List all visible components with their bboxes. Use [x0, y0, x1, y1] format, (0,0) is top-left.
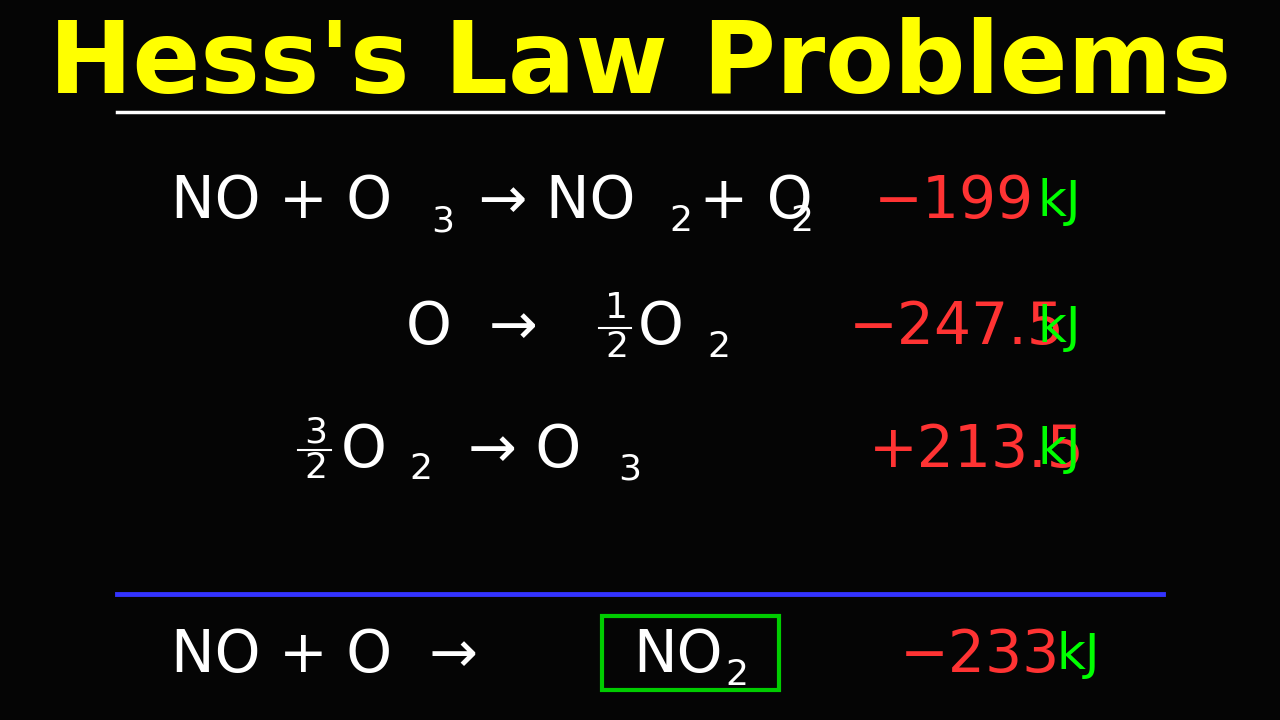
- Text: 1: 1: [605, 291, 628, 325]
- Text: kJ: kJ: [1038, 426, 1082, 474]
- Text: 2: 2: [669, 204, 692, 238]
- Text: kJ: kJ: [1038, 304, 1082, 351]
- Text: → O: → O: [431, 421, 581, 479]
- Text: kJ: kJ: [1056, 631, 1100, 679]
- Text: → NO: → NO: [461, 173, 636, 230]
- Text: 3: 3: [305, 415, 328, 449]
- Text: O: O: [340, 421, 387, 479]
- Text: O  →: O →: [406, 299, 538, 356]
- Text: +213.5: +213.5: [869, 421, 1084, 479]
- Text: 2: 2: [305, 451, 328, 485]
- Text: 3: 3: [618, 452, 641, 487]
- Text: + O: + O: [681, 173, 813, 230]
- Text: 2: 2: [410, 452, 431, 487]
- Text: O: O: [637, 299, 684, 356]
- Text: −199: −199: [874, 173, 1034, 230]
- Text: NO + O: NO + O: [172, 173, 393, 230]
- Text: NO + O  →: NO + O →: [172, 626, 479, 684]
- Text: 2: 2: [790, 204, 813, 238]
- Text: NO: NO: [634, 626, 723, 684]
- FancyBboxPatch shape: [602, 616, 780, 690]
- Text: 2: 2: [724, 657, 748, 692]
- Text: 2: 2: [605, 330, 628, 364]
- Text: 3: 3: [431, 204, 454, 238]
- Text: Hess's Law Problems: Hess's Law Problems: [49, 17, 1231, 113]
- Text: 2: 2: [708, 330, 731, 364]
- Text: −233: −233: [900, 626, 1060, 684]
- Text: −247.5: −247.5: [849, 299, 1065, 356]
- Text: kJ: kJ: [1038, 178, 1082, 225]
